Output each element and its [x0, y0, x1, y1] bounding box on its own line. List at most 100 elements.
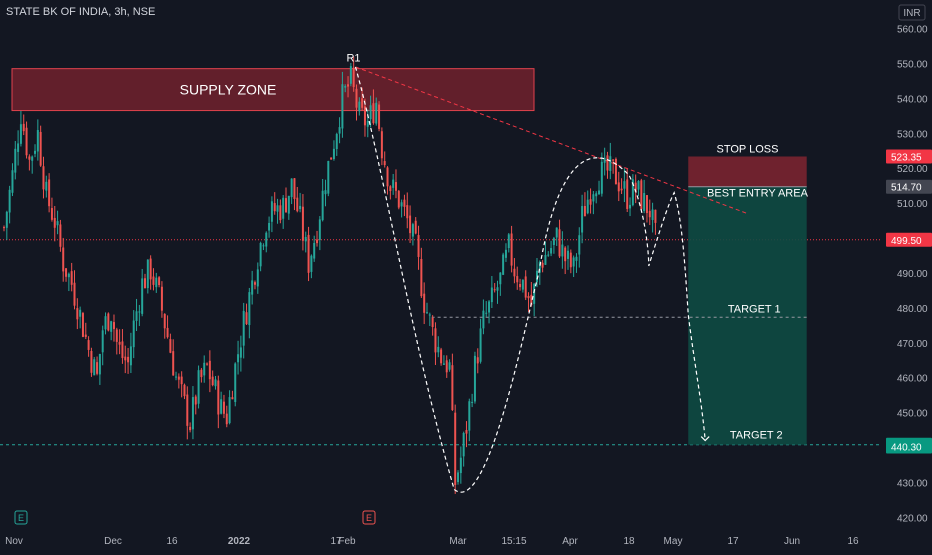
candle-body [327, 160, 330, 194]
candle-body [316, 239, 319, 244]
candle-body [507, 234, 510, 249]
candle-body [428, 314, 431, 316]
candle-body [654, 209, 657, 223]
projection-path [354, 66, 706, 493]
candle-body [567, 250, 569, 259]
candle-body [496, 287, 499, 291]
candle-body [197, 370, 200, 404]
y-tick-label: 560.00 [897, 25, 928, 36]
candle-body [499, 272, 502, 285]
candle-body [237, 354, 240, 363]
candle-body [572, 257, 575, 267]
candle-body [369, 105, 372, 120]
candle-body [127, 356, 130, 363]
candle-body [344, 86, 347, 88]
candle-body [203, 362, 206, 376]
r1-label: R1 [346, 52, 360, 64]
candle-body [569, 252, 572, 268]
x-tick-label: 18 [623, 536, 635, 547]
price-tag [886, 179, 932, 194]
candle-body [411, 224, 414, 237]
candle-body [144, 278, 146, 289]
candle-body [220, 399, 223, 414]
candle-body [279, 205, 282, 221]
candle-body [389, 186, 392, 192]
candle-body [617, 182, 620, 192]
candle-body [166, 327, 169, 338]
candle-body [575, 256, 578, 261]
candle-body [386, 167, 389, 187]
candle-body [482, 310, 485, 329]
candle-body [321, 190, 324, 221]
candle-body [183, 384, 186, 397]
candle-body [586, 199, 589, 214]
candle-body [146, 259, 149, 289]
candle-body [363, 106, 366, 126]
candle-body [96, 362, 99, 374]
candle-body [158, 277, 161, 285]
candle-body [589, 199, 592, 205]
candle-body [504, 249, 507, 258]
candle-body [307, 234, 310, 273]
candle-body [626, 179, 629, 209]
candle-body [651, 209, 654, 220]
candle-body [206, 363, 209, 365]
candle-body [90, 350, 93, 373]
x-tick-label: Jun [784, 536, 800, 547]
candle-body [59, 224, 62, 247]
candle-body [431, 317, 434, 327]
candle-body [612, 159, 615, 161]
supply-zone-label: SUPPLY ZONE [180, 82, 277, 98]
candle-body [87, 340, 90, 350]
currency-badge [898, 4, 926, 21]
candle-body [378, 104, 381, 129]
candle-body [186, 394, 189, 426]
candle-body [598, 190, 601, 195]
candle-body [471, 401, 474, 403]
candle-body [273, 203, 276, 212]
candle-body [476, 357, 479, 364]
candle-body [152, 276, 155, 285]
candle-body [550, 248, 553, 254]
candle-body [513, 268, 516, 277]
candle-body [265, 232, 268, 247]
price-tag-label: 499.50 [891, 236, 922, 247]
price-tag [886, 149, 932, 164]
candle-body [290, 178, 293, 198]
candle-body [53, 217, 56, 228]
candle-body [313, 242, 316, 259]
target2-label: TARGET 2 [730, 430, 783, 442]
candle-body [318, 219, 321, 241]
candle-body [172, 351, 175, 376]
candle-body [65, 268, 68, 277]
candle-body [535, 270, 538, 283]
candle-body [129, 346, 132, 366]
candle-body [200, 369, 203, 378]
candle-body [623, 181, 626, 189]
price-tag-label: 523.35 [891, 152, 922, 163]
candle-body [5, 211, 8, 228]
candle-body [420, 258, 423, 297]
stop-loss-label: STOP LOSS [716, 143, 778, 155]
candle-body [62, 247, 65, 272]
candle-body [81, 313, 84, 337]
candle-body [48, 179, 51, 207]
candle-body [189, 426, 192, 431]
candle-body [194, 396, 197, 405]
candle-body [93, 359, 96, 376]
earnings-event-label: E [366, 513, 372, 523]
candle-body [73, 282, 76, 306]
y-tick-label: 540.00 [897, 94, 928, 105]
candle-body [256, 269, 259, 287]
y-tick-label: 530.00 [897, 129, 928, 140]
candle-body [42, 166, 45, 190]
candle-body [538, 261, 541, 273]
candle-body [640, 180, 643, 210]
currency-label: INR [903, 8, 920, 19]
candle-body [527, 295, 530, 299]
candle-body [341, 84, 344, 129]
y-tick-label: 510.00 [897, 199, 928, 210]
earnings-event-marker [362, 510, 376, 525]
